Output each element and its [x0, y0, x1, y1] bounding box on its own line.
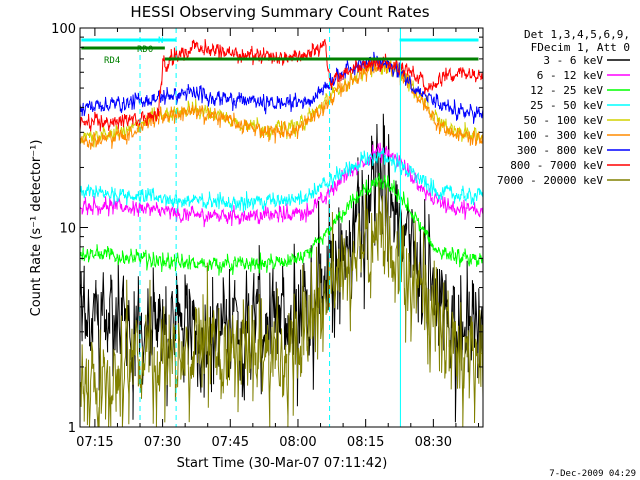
series-line-8: [79, 39, 484, 132]
footer-date: 7-Dec-2009 04:29: [549, 469, 636, 479]
series-line-4: [79, 147, 484, 213]
y-tick-label-1: 1: [68, 421, 76, 436]
legend-label-1: 3 - 6 keV: [543, 54, 603, 67]
series-7: [79, 51, 484, 124]
series-3: [79, 172, 484, 276]
legend-label-9: 7000 - 20000 keV: [497, 174, 603, 187]
chart-title: HESSI Observing Summary Count Rates: [130, 3, 429, 21]
x-tick-label-5: 08:15: [347, 435, 384, 450]
legend-label-3: 12 - 25 keV: [530, 84, 603, 97]
legend-label-7: 300 - 800 keV: [517, 144, 603, 157]
marker-rd4-label: RD4: [104, 56, 120, 66]
legend-label-8: 800 - 7000 keV: [510, 159, 603, 172]
series-8: [79, 39, 484, 132]
series-2: [79, 142, 484, 228]
series-4: [79, 147, 484, 213]
legend-header-1: Det 1,3,4,5,6,9,: [524, 28, 630, 41]
marker-rd0-label: RD0: [137, 45, 153, 55]
legend-label-2: 6 - 12 keV: [537, 69, 604, 82]
legend-header-2: FDecim 1, Att 0: [531, 41, 630, 54]
legend-label-5: 50 - 100 keV: [524, 114, 604, 127]
y-axis-label: Count Rate (s⁻¹ detector⁻¹): [29, 140, 44, 317]
legend-label-6: 100 - 300 keV: [517, 129, 603, 142]
legend-label-4: 25 - 50 keV: [530, 99, 603, 112]
x-tick-label-3: 07:45: [212, 435, 249, 450]
series-line-2: [79, 142, 484, 228]
y-tick-label-2: 10: [59, 222, 76, 237]
x-tick-label-4: 08:00: [279, 435, 316, 450]
x-tick-label-2: 07:30: [144, 435, 181, 450]
series-line-9: [79, 180, 484, 428]
marker-n-label: N: [158, 36, 163, 46]
x-tick-label-1: 07:15: [76, 435, 113, 450]
series-9: [79, 180, 484, 428]
x-tick-label-6: 08:30: [415, 435, 452, 450]
y-tick-label-3: 100: [51, 22, 76, 37]
series-line-7: [79, 51, 484, 124]
series-line-3: [79, 172, 484, 276]
x-axis-label: Start Time (30-Mar-07 07:11:42): [177, 456, 388, 471]
